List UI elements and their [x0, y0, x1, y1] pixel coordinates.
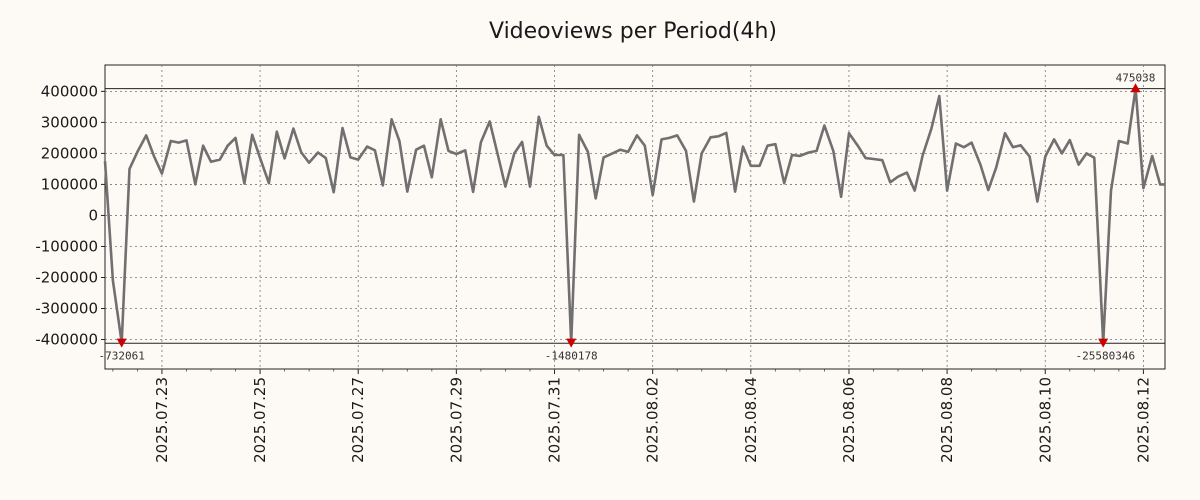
plot-area	[104, 64, 1166, 370]
x-tick-label: 2025.07.25	[251, 377, 269, 463]
extreme-label: 475038	[1116, 71, 1156, 84]
extreme-label: -732061	[99, 350, 145, 363]
extreme-marker	[116, 338, 127, 348]
y-tick-label: -400000	[35, 331, 98, 349]
grid-lines	[105, 65, 1165, 369]
x-tick-label: 2025.08.10	[1036, 377, 1054, 463]
y-tick-label: 300000	[41, 113, 98, 131]
chart-title: Videoviews per Period(4h)	[489, 19, 777, 44]
y-tick-label: 0	[88, 206, 98, 224]
x-tick-label: 2025.08.04	[742, 377, 760, 463]
y-tick-label: -100000	[35, 237, 98, 255]
x-tick-label: 2025.07.23	[153, 377, 171, 463]
annotation-markers: -732061 -1480178 -25580346 475038	[99, 71, 1156, 362]
y-axis: 400000 300000 200000 100000 0 -100000 -200000 -…	[35, 82, 105, 349]
x-tick-label: 2025.08.08	[938, 377, 956, 463]
x-tick-label: 2025.07.29	[447, 377, 465, 463]
y-tick-label: 200000	[41, 144, 98, 162]
y-tick-label: 100000	[41, 175, 98, 193]
reference-lines	[105, 88, 1165, 344]
x-tick-label: 2025.07.31	[546, 377, 564, 463]
x-axis: 2025.07.23 2025.07.25 2025.07.27 2025.07.29…	[112, 369, 1152, 463]
x-tick-label: 2025.08.02	[644, 377, 662, 463]
y-tick-label: -200000	[35, 268, 98, 286]
series-line	[103, 87, 1165, 344]
extreme-label: -1480178	[545, 350, 598, 363]
series-layer	[103, 87, 1165, 344]
y-tick-label: -300000	[35, 300, 98, 318]
x-tick-label: 2025.08.06	[840, 377, 858, 463]
x-tick-label: 2025.08.12	[1134, 377, 1152, 463]
y-tick-label: 400000	[41, 82, 98, 100]
extreme-label: -25580346	[1076, 350, 1136, 363]
extreme-marker	[566, 338, 577, 348]
x-tick-label: 2025.07.27	[349, 377, 367, 463]
extreme-marker	[1098, 338, 1109, 348]
extreme-marker	[1130, 83, 1141, 93]
